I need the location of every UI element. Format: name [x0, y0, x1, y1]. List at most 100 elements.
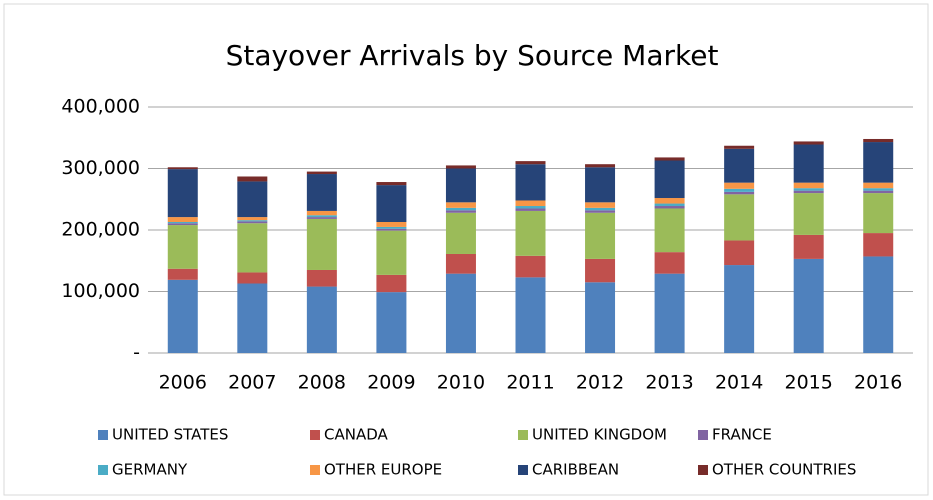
- bar-segment: [237, 217, 268, 221]
- bar-segment: [793, 190, 824, 194]
- bar-segment: [654, 160, 685, 199]
- x-tick-label: 2016: [854, 372, 902, 394]
- x-tick-label: 2013: [645, 372, 693, 394]
- legend-label: GERMANY: [112, 461, 188, 479]
- bar-segment: [793, 193, 824, 235]
- bar-segment: [445, 165, 476, 169]
- bar-segment: [793, 234, 824, 259]
- bar-segment: [585, 258, 616, 283]
- y-tick-label: 300,000: [61, 157, 140, 179]
- legend-label: CANADA: [324, 426, 389, 444]
- bar-segment: [237, 220, 268, 222]
- x-tick-label: 2015: [785, 372, 833, 394]
- bar-segment: [306, 174, 337, 211]
- bar-segment: [306, 210, 337, 216]
- bar-segment: [585, 164, 616, 168]
- y-tick-label: -: [133, 342, 140, 364]
- x-tick-label: 2007: [228, 372, 276, 394]
- chart-title: Stayover Arrivals by Source Market: [226, 39, 719, 72]
- legend-label: UNITED STATES: [112, 426, 228, 444]
- bar-segment: [376, 292, 407, 353]
- legend-label: OTHER COUNTRIES: [712, 461, 856, 479]
- legend-swatch: [310, 430, 320, 440]
- bar-segment: [654, 157, 685, 161]
- bar-segment: [237, 272, 268, 284]
- bar-segment: [863, 142, 894, 183]
- legend-swatch: [310, 465, 320, 475]
- bar-segment: [515, 210, 546, 256]
- bar-segment: [863, 188, 894, 191]
- legend-swatch: [98, 465, 108, 475]
- bar-segment: [724, 145, 755, 149]
- bar-segment: [306, 215, 337, 218]
- bar-segment: [724, 240, 755, 266]
- bar-segment: [306, 218, 337, 270]
- bar-segment: [167, 222, 198, 224]
- bar-segment: [863, 138, 894, 143]
- bar-segment: [167, 217, 198, 223]
- bar-segment: [445, 207, 476, 211]
- bar-segment: [167, 223, 198, 226]
- bar-segment: [724, 148, 755, 183]
- bar-segment: [793, 141, 824, 145]
- bar-segment: [515, 206, 546, 209]
- bar-segment: [306, 171, 337, 175]
- bar-segment: [167, 268, 198, 280]
- bar-segment: [654, 198, 685, 204]
- bar-segment: [445, 253, 476, 274]
- bar-segment: [445, 202, 476, 208]
- bar-segment: [515, 277, 546, 353]
- bar-segment: [585, 210, 616, 213]
- bar-segment: [585, 202, 616, 208]
- bar-segment: [376, 185, 407, 223]
- x-tick-label: 2014: [715, 372, 763, 394]
- bar-segment: [376, 274, 407, 293]
- bar-segment: [445, 273, 476, 353]
- bar-segment: [167, 225, 198, 269]
- bar-segment: [585, 212, 616, 259]
- bar-segment: [724, 188, 755, 192]
- bar-segment: [863, 190, 894, 194]
- bar-segment: [237, 221, 268, 224]
- x-tick-label: 2006: [159, 372, 207, 394]
- legend-swatch: [698, 430, 708, 440]
- bar-segment: [306, 269, 337, 287]
- legend-label: OTHER EUROPE: [324, 461, 442, 479]
- bar-segment: [654, 208, 685, 253]
- bar-segment: [724, 265, 755, 353]
- bar-segment: [515, 208, 546, 211]
- bar-segment: [376, 228, 407, 231]
- bar-segment: [724, 194, 755, 241]
- legend-label: FRANCE: [712, 426, 772, 444]
- bar-segment: [863, 256, 894, 353]
- bar-segment: [793, 258, 824, 353]
- bar-segment: [167, 279, 198, 353]
- bar-segment: [237, 283, 268, 353]
- bar-segment: [306, 286, 337, 353]
- legend-swatch: [98, 430, 108, 440]
- bar-segment: [376, 182, 407, 186]
- y-tick-label: 100,000: [61, 280, 140, 302]
- bar-segment: [167, 169, 198, 218]
- bar-segment: [654, 203, 685, 207]
- bar-segment: [376, 226, 407, 229]
- bar-segment: [515, 255, 546, 278]
- x-tick-label: 2010: [437, 372, 485, 394]
- bar-segment: [793, 188, 824, 191]
- bar-segment: [793, 144, 824, 183]
- bar-segment: [585, 207, 616, 211]
- bar-segment: [585, 282, 616, 353]
- bar-segment: [863, 193, 894, 234]
- bar-segment: [724, 182, 755, 189]
- x-tick-label: 2012: [576, 372, 624, 394]
- bar-segment: [306, 217, 337, 219]
- legend-swatch: [518, 430, 528, 440]
- y-tick-label: 200,000: [61, 219, 140, 241]
- bar-segment: [724, 191, 755, 195]
- bar-segment: [445, 168, 476, 203]
- bar-segment: [376, 230, 407, 275]
- bar-segment: [237, 223, 268, 273]
- bar-segment: [654, 252, 685, 274]
- x-tick-label: 2009: [367, 372, 415, 394]
